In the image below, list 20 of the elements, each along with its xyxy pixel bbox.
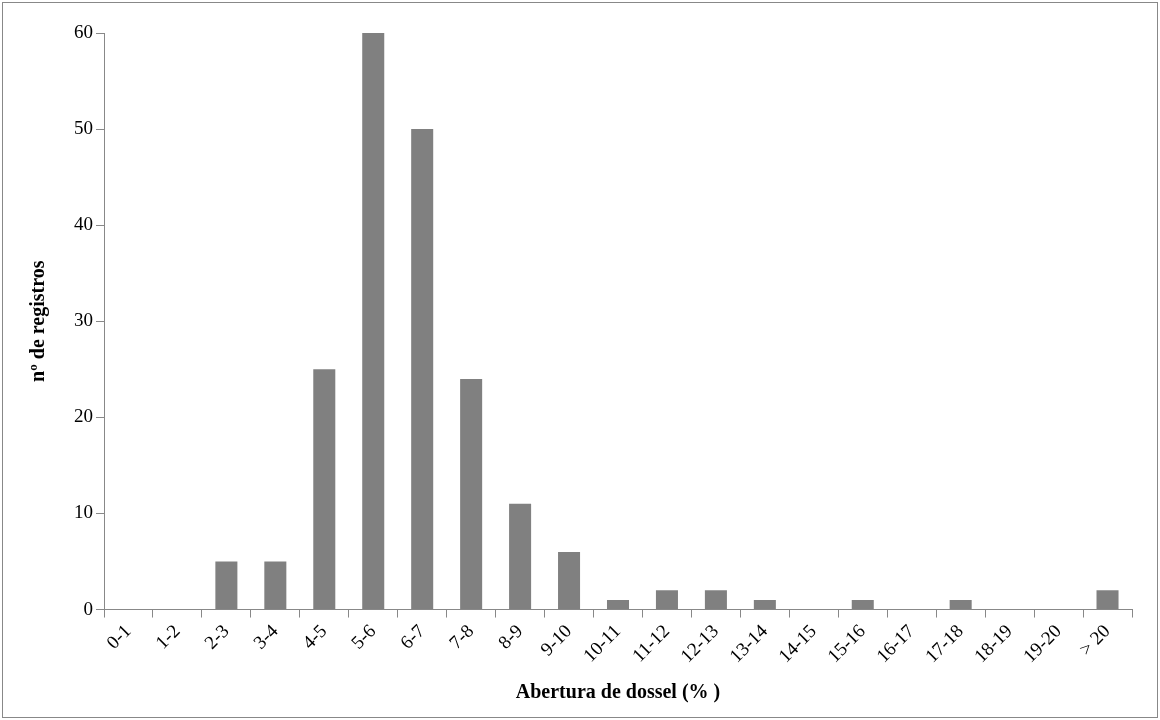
x-tick-label: 6-7 [395, 620, 429, 653]
x-tick-label: 7-8 [444, 620, 478, 653]
x-tick-label: 0-1 [102, 620, 135, 653]
y-tick-label: 30 [74, 309, 93, 331]
y-axis-title: nº de registros [26, 260, 50, 382]
x-tick-label: 9-10 [535, 620, 576, 660]
y-tick-label: 60 [74, 20, 93, 42]
x-axis-title: Abertura de dossel (% ) [515, 680, 721, 704]
x-tick-label: > 20 [1074, 620, 1114, 660]
x-tick-label: 3-4 [248, 619, 283, 653]
x-tick-label: 4-5 [297, 620, 331, 653]
x-tick-label: 1-2 [151, 620, 184, 653]
x-tick-label: 2-3 [199, 620, 233, 653]
y-tick-label: 40 [74, 213, 93, 235]
x-tick-label: 5-6 [346, 620, 380, 653]
y-tick-label: 0 [83, 597, 93, 619]
y-tick-label: 10 [74, 501, 93, 523]
x-tick-label: 8-9 [493, 620, 527, 653]
y-tick-label: 50 [74, 117, 93, 139]
y-tick-label: 20 [74, 405, 93, 427]
